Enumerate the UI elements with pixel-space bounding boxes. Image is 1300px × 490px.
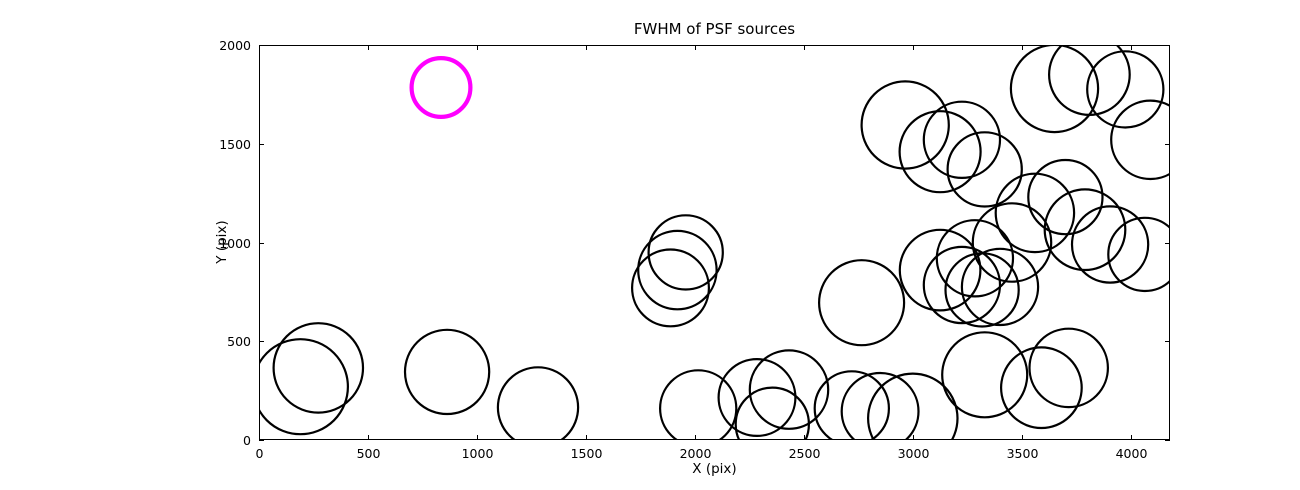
- x-tick-label: 4000: [1116, 446, 1148, 461]
- axes-box: [259, 45, 1170, 440]
- source-marker: [946, 131, 1023, 208]
- y-tick-label: 500: [227, 334, 251, 349]
- y-axis-label: Y (pix): [214, 220, 230, 264]
- source-marker: [898, 228, 982, 312]
- source-marker: [1027, 158, 1104, 236]
- source-marker: [944, 252, 1020, 328]
- source-marker: [272, 322, 365, 414]
- source-marker: [935, 219, 1015, 298]
- source-marker: [1107, 216, 1170, 293]
- source-marker: [403, 328, 491, 416]
- source-marker: [867, 372, 959, 440]
- y-tick-label: 1000: [219, 236, 251, 251]
- x-tick-label: 2000: [680, 446, 712, 461]
- source-marker: [922, 245, 1002, 325]
- source-marker: [840, 371, 920, 440]
- x-tick-label: 0: [256, 446, 264, 461]
- source-marker: [1070, 205, 1150, 284]
- x-tick-label: 3500: [1007, 446, 1039, 461]
- source-marker: [1009, 45, 1100, 134]
- source-marker: [1043, 188, 1127, 272]
- source-marker: [659, 369, 738, 440]
- source-marker: [1028, 327, 1110, 409]
- x-tick-label: 1500: [571, 446, 603, 461]
- x-tick-label: 1000: [462, 446, 494, 461]
- source-marker: [817, 259, 906, 347]
- x-tick-label: 2500: [789, 446, 821, 461]
- y-tick-label: 2000: [219, 38, 251, 53]
- source-marker: [898, 110, 982, 194]
- source-marker: [717, 358, 797, 438]
- source-marker: [960, 247, 1040, 327]
- chart-title: FWHM of PSF sources: [633, 20, 796, 38]
- x-tick-label: 3000: [898, 446, 930, 461]
- x-tick-label: 500: [357, 446, 381, 461]
- source-marker: [1048, 45, 1131, 116]
- source-marker: [1110, 99, 1170, 181]
- source-marker: [994, 172, 1076, 254]
- x-axis-label: X (pix): [692, 461, 737, 477]
- source-marker: [860, 80, 950, 170]
- source-marker: [971, 202, 1053, 283]
- y-tick-label: 1500: [219, 137, 251, 152]
- source-marker: [647, 214, 724, 291]
- source-marker: [1086, 50, 1165, 129]
- source-marker: [922, 100, 1002, 180]
- source-marker: [941, 331, 1029, 419]
- source-marker: [637, 229, 718, 311]
- source-marker: [496, 366, 580, 440]
- source-marker: [630, 248, 710, 328]
- source-marker: [259, 338, 349, 436]
- source-marker: [813, 370, 890, 440]
- source-marker: [748, 349, 830, 430]
- y-tick-label: 0: [243, 433, 251, 448]
- source-marker: [1000, 346, 1083, 430]
- data-markers: [259, 45, 1170, 440]
- source-marker: [409, 55, 473, 119]
